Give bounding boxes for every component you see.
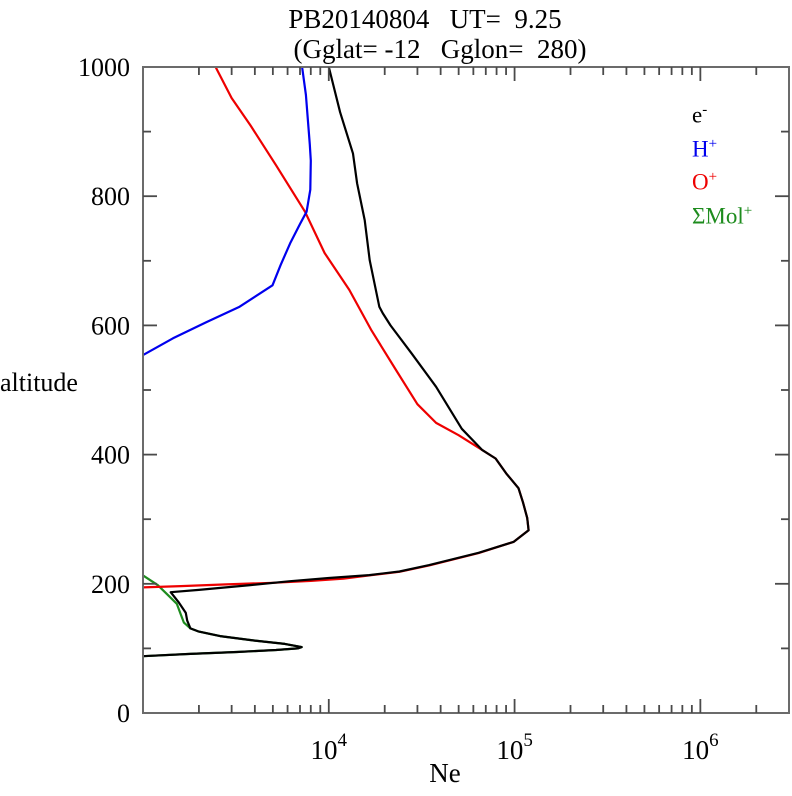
- series-line-O: [142, 66, 530, 589]
- legend-superscript: +: [708, 169, 718, 186]
- legend: e- H+ O+ ΣMol+: [692, 96, 752, 231]
- series-line-e: [142, 66, 530, 658]
- x-axis-label: Ne: [429, 758, 461, 788]
- y-tick-label: 200: [91, 570, 130, 599]
- y-tick-label: 400: [91, 441, 130, 470]
- legend-superscript: +: [708, 135, 718, 152]
- y-tick-label: 600: [91, 311, 130, 340]
- legend-item-electron: e-: [692, 96, 752, 130]
- x-tick-label: 105: [496, 730, 533, 765]
- legend-label: ΣMol: [692, 203, 744, 229]
- legend-item-molecular-ions: ΣMol+: [692, 197, 752, 231]
- series-line-H: [142, 66, 312, 357]
- legend-label: O: [692, 169, 709, 195]
- tick-labels: 0 200 400 600 800 1000 104 105 106: [78, 53, 719, 765]
- y-tick-label: 1000: [78, 53, 130, 82]
- chart-title: PB20140804 UT= 9.25: [288, 4, 562, 34]
- x-tick-label: 104: [311, 730, 348, 765]
- chart-subtitle: (Gglat= -12 Gglon= 280): [293, 34, 587, 64]
- legend-label: e: [692, 102, 703, 128]
- legend-superscript: +: [743, 202, 753, 219]
- legend-label: H: [692, 136, 709, 162]
- legend-item-oxygen-ion: O+: [692, 163, 752, 197]
- y-tick-label: 800: [91, 182, 130, 211]
- curves: [142, 66, 530, 658]
- x-tick-label: 106: [682, 730, 719, 765]
- y-axis-label: altitude: [0, 368, 78, 397]
- axis-ticks: [143, 67, 789, 713]
- legend-superscript: -: [702, 102, 708, 118]
- y-tick-label: 0: [117, 699, 130, 728]
- legend-item-hydrogen-ion: H+: [692, 130, 752, 164]
